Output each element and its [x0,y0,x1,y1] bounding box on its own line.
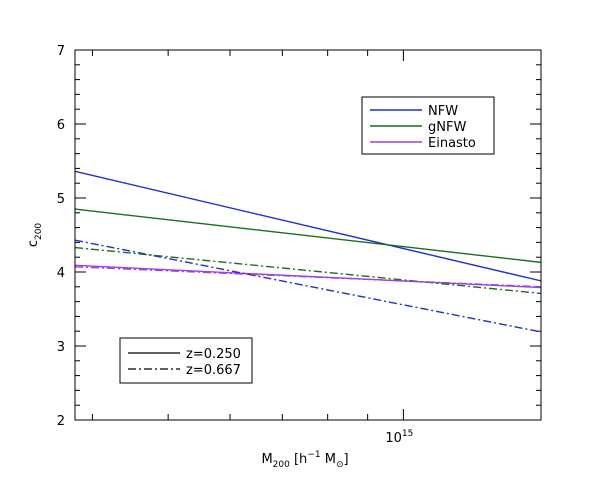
y-tick-label: 3 [57,340,65,355]
series-lines [74,170,542,333]
y-tick-label: 4 [57,266,65,281]
y-tick-label: 2 [57,414,65,429]
y-tick-label: 7 [57,44,65,59]
series-line-nfw-z0250 [74,170,542,282]
model-legend-label: gNFW [428,120,466,135]
plot-frame [74,49,542,421]
model-legend-label: NFW [428,104,458,119]
x-axis-label: M200 [h−1 M⊙] [261,450,348,470]
x-tick-label: 1015 [385,429,413,446]
redshift-legend-box [119,337,253,384]
axis-ticks [75,49,542,421]
axis-labels: 2 3 4 5 6 7 1015 M200 [h−1 M⊙] c200 [26,44,413,470]
model-legend-label: Einasto [428,136,476,151]
series-line-gnfw-z0667 [74,246,542,295]
y-axis-label: c200 [26,223,44,248]
series-line-nfw-z0667 [74,239,542,333]
y-tick-label: 6 [57,118,65,133]
model-legend-box [361,96,495,155]
redshift-legend-label: z=0.250 [186,347,241,362]
series-line-gnfw-z0250 [74,208,542,264]
redshift-legend-label: z=0.667 [186,363,241,378]
y-tick-label: 5 [57,192,65,207]
series-line-einasto-z0667 [74,266,542,288]
